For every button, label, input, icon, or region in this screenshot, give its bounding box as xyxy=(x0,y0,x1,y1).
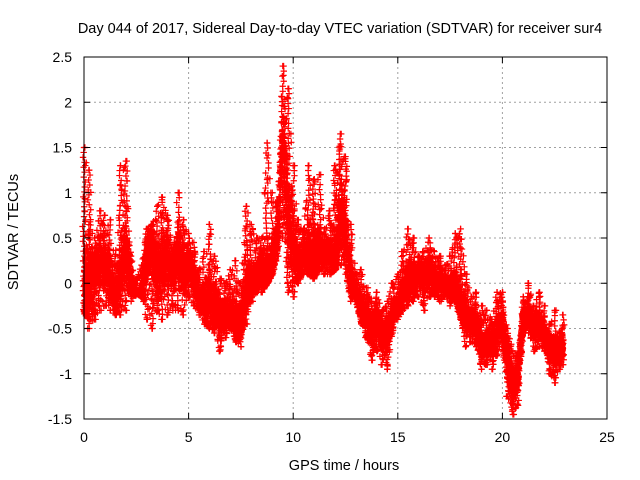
data-points xyxy=(79,62,568,418)
chart-title: Day 044 of 2017, Sidereal Day-to-day VTE… xyxy=(78,21,602,37)
data-point xyxy=(89,230,96,237)
data-point xyxy=(99,298,106,305)
x-axis-label: GPS time / hours xyxy=(289,458,399,474)
y-axis-label: SDTVAR / TECUs xyxy=(6,174,22,290)
data-point xyxy=(225,272,232,280)
